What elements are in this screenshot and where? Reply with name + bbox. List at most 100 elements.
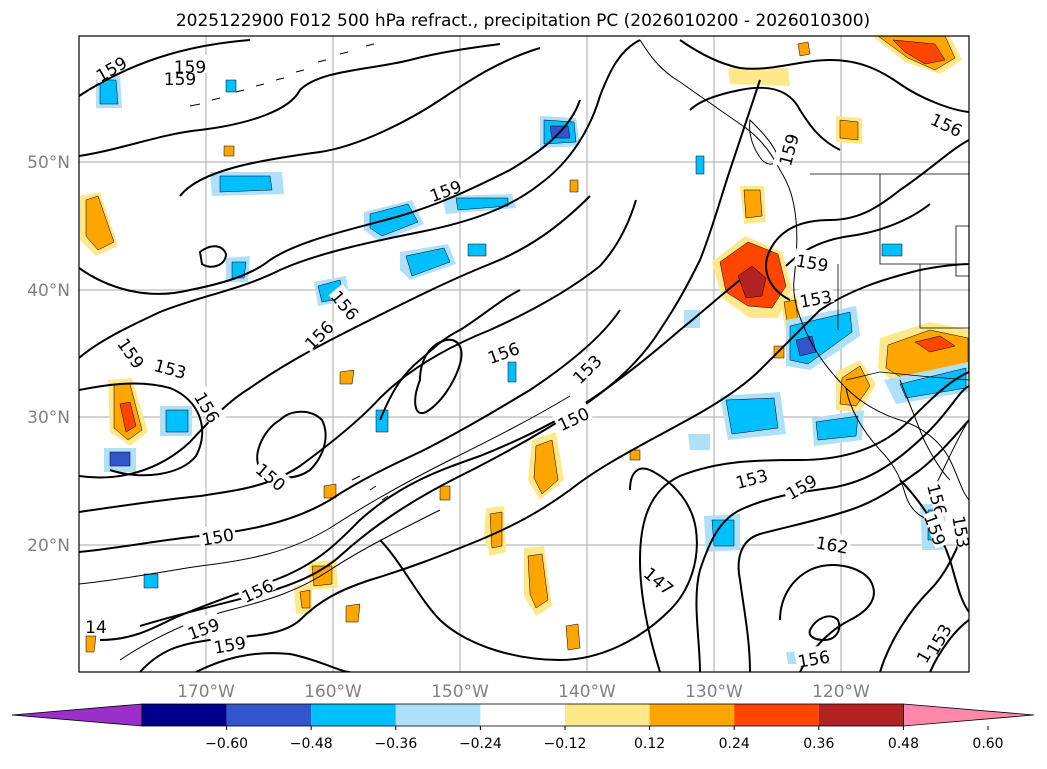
precip-patch-positive bbox=[565, 623, 581, 651]
precip-patch-positive bbox=[439, 485, 451, 501]
contour-label-bg bbox=[252, 456, 293, 494]
contour-line bbox=[689, 86, 841, 151]
contour-label-bg bbox=[328, 283, 366, 324]
contour-line bbox=[79, 43, 501, 157]
contour-label-bg bbox=[151, 352, 191, 380]
contour-label-bg bbox=[298, 314, 337, 353]
precip-patch-positive bbox=[728, 68, 790, 86]
contour-label-bg bbox=[566, 348, 605, 387]
contour-label-bg bbox=[172, 55, 208, 73]
refractivity-contours bbox=[79, 39, 969, 672]
contour-label: 159 bbox=[164, 70, 196, 90]
colorbar-tick-label: 0.24 bbox=[719, 736, 750, 752]
colorbar-extend-max bbox=[903, 703, 1035, 727]
contour-label-bg bbox=[236, 572, 277, 605]
lat-label-20n: 20°N bbox=[27, 536, 70, 556]
contour-line bbox=[79, 39, 251, 97]
lat-label-30n: 30°N bbox=[27, 408, 70, 428]
colorbar-segment bbox=[311, 704, 396, 726]
lon-label-170w: 170°W bbox=[177, 682, 235, 702]
precip-patch-positive bbox=[489, 511, 503, 549]
precip-patch-positive bbox=[527, 553, 549, 609]
colorbar-segment bbox=[226, 704, 312, 726]
contour-label-bg bbox=[210, 630, 249, 655]
precip-patch-positive bbox=[737, 265, 767, 299]
contour-label-bg bbox=[779, 467, 821, 502]
lon-label-120w: 120°W bbox=[812, 682, 870, 702]
contour-line bbox=[256, 410, 327, 479]
coastline-baja bbox=[845, 387, 931, 521]
precip-patch-negative bbox=[881, 243, 903, 257]
precip-patch-negative bbox=[815, 415, 859, 441]
colorbar-tick-label: 0.60 bbox=[972, 736, 1003, 752]
contour-label-bg bbox=[951, 512, 969, 551]
lat-label-50n: 50°N bbox=[27, 153, 70, 173]
contour-line bbox=[79, 382, 204, 477]
contour-line bbox=[79, 99, 581, 295]
colorbar-tick-label: 0.36 bbox=[803, 736, 834, 752]
colorbar-tick-label: 0.12 bbox=[634, 736, 665, 752]
hawaii-islands bbox=[351, 475, 389, 501]
precip-patch-negative bbox=[225, 79, 237, 93]
contour-label-bg bbox=[927, 106, 968, 139]
contour-line bbox=[179, 47, 541, 197]
precip-patch-positive bbox=[797, 41, 811, 57]
colorbar-tick-label: −0.36 bbox=[374, 736, 417, 752]
contour-line bbox=[899, 479, 969, 613]
contour-label-bg bbox=[198, 522, 237, 547]
contour-label: 159 bbox=[174, 58, 206, 78]
map-title: 2025122900 F012 500 hPa refract., precip… bbox=[176, 11, 870, 31]
precip-patch-negative bbox=[405, 247, 451, 277]
lon-label-150w: 150°W bbox=[431, 682, 489, 702]
border-states bbox=[837, 174, 969, 330]
contour-line bbox=[765, 139, 969, 301]
contour-line bbox=[379, 289, 521, 421]
contour-label-bg bbox=[813, 530, 852, 555]
colorbar-tick-label: −0.60 bbox=[205, 736, 248, 752]
coastline-gulf bbox=[899, 379, 951, 481]
contour-line bbox=[379, 467, 698, 662]
contour-label-bg bbox=[482, 335, 523, 365]
longitude-labels: 170°W 160°W 150°W 140°W 130°W 120°W bbox=[177, 682, 870, 702]
contour-label-bg bbox=[923, 508, 953, 549]
lon-label-140w: 140°W bbox=[558, 682, 616, 702]
political-borders bbox=[810, 173, 969, 381]
colorbar-tick-label: −0.24 bbox=[459, 736, 502, 752]
colorbar-segment bbox=[565, 704, 650, 726]
contour-label: 156 bbox=[796, 647, 831, 672]
contour-label-bg bbox=[772, 129, 800, 169]
contour-label-bg bbox=[926, 479, 954, 519]
contour-label: 153 bbox=[947, 514, 972, 549]
contour-line bbox=[808, 615, 841, 642]
contour-line bbox=[195, 652, 351, 672]
contour-line bbox=[638, 371, 969, 672]
contour-line-thin bbox=[79, 395, 571, 585]
colorbar-segment bbox=[480, 704, 565, 726]
precip-patch-positive bbox=[85, 195, 115, 251]
colorbar: −0.60 −0.48 −0.36 −0.24 −0.12 0.12 0.24 0.36 0.4… bbox=[11, 703, 1035, 752]
contour-label-bg bbox=[796, 284, 835, 309]
coastline-north-america bbox=[639, 39, 969, 501]
border-great-lakes bbox=[955, 225, 969, 277]
contour-line bbox=[79, 39, 641, 359]
colorbar-segment bbox=[142, 704, 227, 726]
contour-label-bg bbox=[794, 644, 833, 669]
precip-patch-positive bbox=[299, 589, 311, 609]
precip-patch-negative bbox=[507, 361, 517, 383]
contour-label: 14 bbox=[85, 618, 107, 638]
contour-line bbox=[79, 309, 621, 553]
lon-label-130w: 130°W bbox=[685, 682, 743, 702]
precip-patch-negative bbox=[143, 573, 159, 589]
border-us-mexico bbox=[845, 371, 969, 381]
precip-patch-positive bbox=[85, 635, 97, 653]
map-border bbox=[78, 35, 970, 673]
contour-line bbox=[79, 195, 591, 479]
precip-patch-positive bbox=[892, 39, 946, 65]
contour-label-bg bbox=[919, 617, 954, 659]
contour-line bbox=[198, 245, 228, 268]
precip-patch-negative bbox=[688, 434, 710, 450]
colorbar-tick-label: −0.12 bbox=[544, 736, 587, 752]
